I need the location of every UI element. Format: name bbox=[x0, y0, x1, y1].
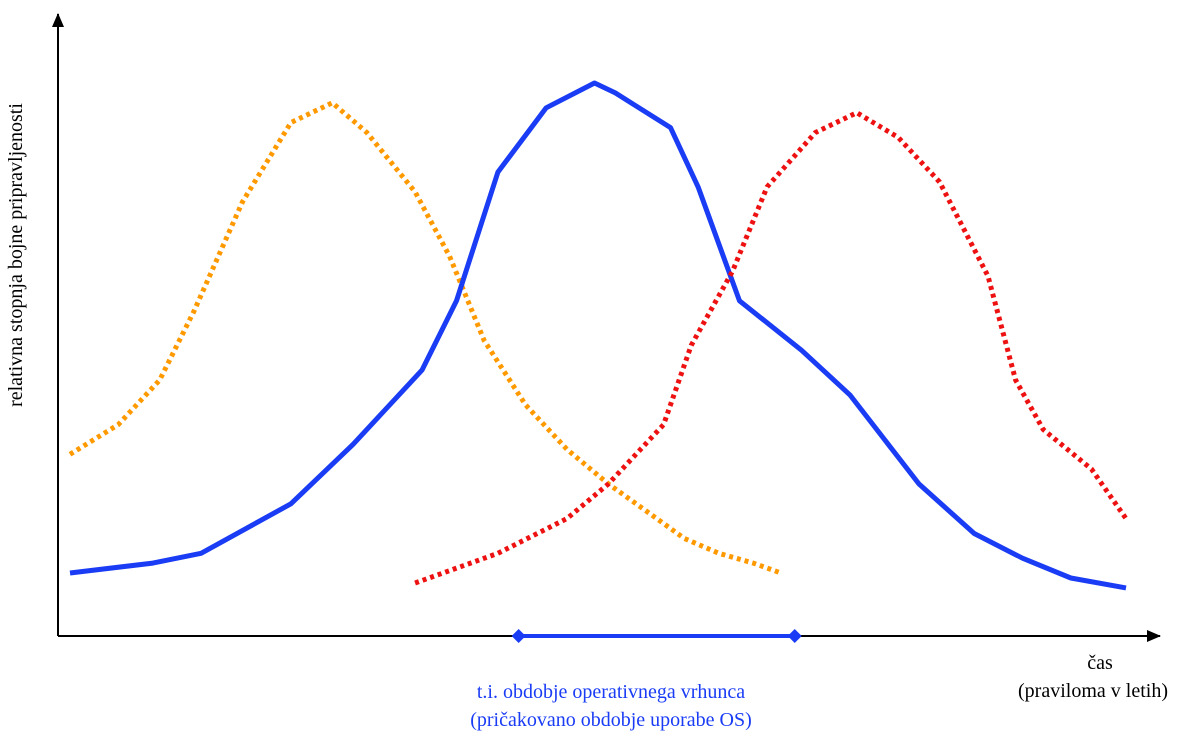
y-axis-label: relativna stopnja bojne pripravljenosti bbox=[5, 103, 27, 407]
peak-period-sublabel: (pričakovano obdobje uporabe OS) bbox=[470, 709, 752, 731]
curve-1 bbox=[68, 100, 782, 576]
curve-2 bbox=[69, 80, 1127, 591]
peak-period-end-marker bbox=[787, 629, 802, 643]
x-axis-sublabel: (praviloma v letih) bbox=[1018, 680, 1168, 702]
peak-period-group bbox=[511, 629, 802, 643]
x-axis-label: čas bbox=[1087, 652, 1113, 674]
peak-period-label: t.i. obdobje operativnega vrhunca bbox=[476, 681, 746, 703]
curve-3 bbox=[414, 110, 1129, 586]
curves-group bbox=[68, 80, 1129, 591]
peak-period-start-marker bbox=[511, 629, 526, 643]
